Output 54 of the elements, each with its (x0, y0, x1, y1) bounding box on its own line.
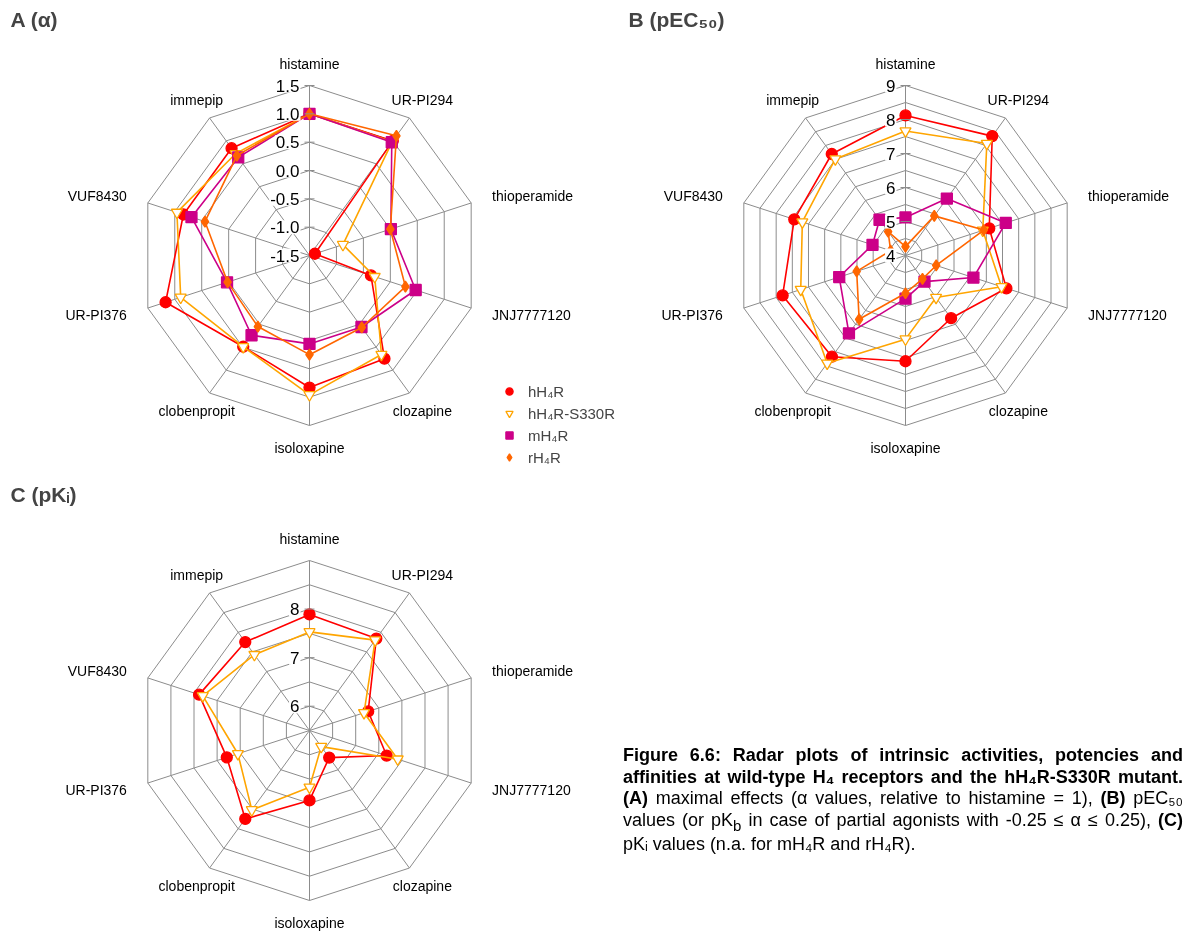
chart-title: A (α) (10, 7, 58, 31)
spoke-label: UR-PI376 (65, 306, 128, 323)
spoke-label: histamine (279, 55, 340, 72)
y-tick-label: 6 (886, 178, 896, 198)
y-tick-label: 1.5 (275, 76, 300, 96)
spoke-label: thioperamide (492, 188, 574, 205)
spoke-label: clozapine (988, 402, 1049, 419)
spoke-label: clobenpropit (158, 877, 235, 894)
spoke-label: VUF8430 (67, 663, 128, 680)
y-tick-label: -1.0 (270, 218, 300, 238)
spoke-label: clozapine (392, 402, 453, 419)
chart-title: C (pKᵢ) (10, 482, 77, 506)
spoke-label: UR-PI294 (987, 92, 1050, 109)
y-tick-label: 8 (886, 110, 896, 130)
spoke-label: immepip (170, 567, 224, 584)
y-tick-label: 7 (290, 648, 300, 668)
spoke-label: clobenpropit (158, 402, 235, 419)
y-tick-label: 0.5 (275, 133, 300, 153)
y-tick-label: -0.5 (270, 189, 300, 209)
spoke-label: clobenpropit (754, 402, 831, 419)
spoke-label: isoloxapine (274, 914, 345, 931)
spoke-label: VUF8430 (67, 188, 128, 205)
y-tick-label: 9 (886, 76, 896, 96)
y-tick-label: 6 (290, 697, 300, 717)
y-tick-label: 5 (886, 212, 896, 232)
spoke-label: UR-PI294 (391, 92, 454, 109)
spoke-label: JNJ7777120 (1088, 306, 1167, 323)
chart-title: B (pEC₅₀) (628, 7, 725, 31)
y-tick-label: 8 (290, 600, 300, 620)
spoke-label: immepip (170, 92, 224, 109)
spoke-label: thioperamide (1088, 188, 1170, 205)
spoke-label: isoloxapine (870, 439, 941, 456)
spoke-label: thioperamide (492, 663, 574, 680)
y-tick-label: -1.5 (270, 246, 300, 266)
spoke-label: JNJ7777120 (492, 781, 571, 798)
spoke-label: clozapine (392, 877, 453, 894)
spoke-label: UR-PI294 (391, 567, 454, 584)
y-tick-label: 7 (886, 144, 896, 164)
spoke-label: JNJ7777120 (492, 306, 571, 323)
legend-label: mH₄R (528, 426, 569, 444)
spoke-label: VUF8430 (663, 188, 724, 205)
spoke-label: immepip (766, 92, 820, 109)
y-tick-label: 1.0 (275, 104, 300, 124)
spoke-label: isoloxapine (274, 439, 345, 456)
spoke-label: histamine (875, 55, 936, 72)
legend-label: hH₄R-S330R (528, 404, 615, 422)
y-tick-label: 4 (886, 246, 896, 266)
spoke-label: histamine (279, 530, 340, 547)
spoke-label: UR-PI376 (661, 306, 724, 323)
legend-label: rH₄R (528, 448, 561, 466)
y-tick-label: 0.0 (275, 161, 300, 181)
legend-label: hH₄R (528, 382, 565, 400)
spoke-label: UR-PI376 (65, 781, 128, 798)
text: Figure 6.6: Radar plots of intrinsic activities, potencies and affinities at wild-type H₄ receptors and the hH₄R-S330R mutant. (A) maximal effects (α values, relative to histamine = 1), (B) pEC₅₀ values (or pK$_{b}$ in case of partial agonists with -0.25 ≤ α ≤ 0.25), (C) pKᵢ values (n.a. for mH₄R and rH₄R). (623, 745, 1183, 855)
